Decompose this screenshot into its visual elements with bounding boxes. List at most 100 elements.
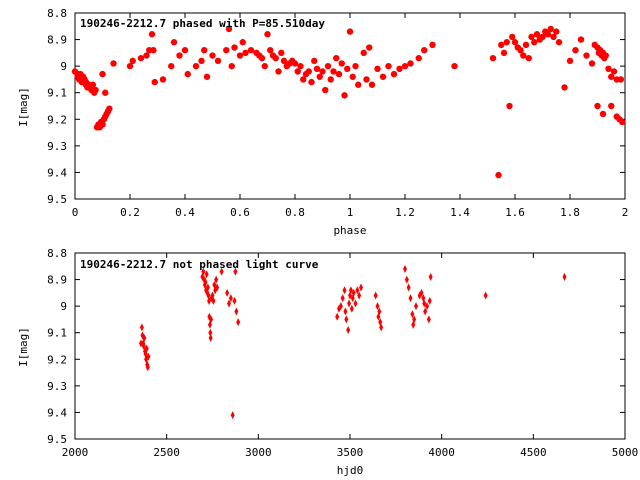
phased-data-point <box>368 81 376 88</box>
unphased-data-point <box>219 267 224 276</box>
unphased-data-points <box>139 264 567 420</box>
unphased-data-point <box>335 312 340 321</box>
unphased-plot-frame <box>74 252 626 440</box>
phased-y-tick-label: 9.4 <box>47 166 67 179</box>
phased-y-tick-label: 9 <box>60 60 67 73</box>
unphased-data-point <box>359 283 363 292</box>
phased-data-point <box>520 52 527 59</box>
phased-data-point <box>305 68 312 75</box>
phased-data-point <box>198 57 205 65</box>
unphased-data-point <box>357 291 362 300</box>
phased-data-point <box>228 62 235 70</box>
phased-data-point <box>547 25 554 33</box>
unphased-data-point <box>225 288 230 297</box>
unphased-data-point <box>208 328 213 337</box>
phased-data-point <box>511 39 519 46</box>
phased-data-point <box>150 47 157 54</box>
phased-data-point <box>374 65 381 73</box>
unphased-data-point <box>379 323 384 332</box>
unphased-plot: 2000 2500 3000 3500 4000 4500 5000 8.8 8.9 9 9.1 9.… <box>17 247 638 477</box>
phased-data-point <box>602 52 609 59</box>
phased-y-tick-label: 9.3 <box>47 140 67 153</box>
unphased-x-tick-label: 2000 <box>62 446 89 459</box>
phased-data-point <box>495 171 502 179</box>
phased-x-tick-label: 1.2 <box>395 206 415 219</box>
phased-data-point <box>341 92 348 99</box>
unphased-y-tick-label: 9 <box>60 300 67 313</box>
phased-data-point <box>605 65 612 73</box>
unphased-data-point <box>215 283 220 292</box>
phased-data-point <box>168 62 175 70</box>
unphased-data-point <box>355 286 360 295</box>
unphased-data-point <box>483 291 488 300</box>
phased-data-point <box>500 49 508 57</box>
phased-data-point <box>396 65 403 73</box>
phased-x-tick-label: 2 <box>622 206 629 219</box>
phased-data-point <box>525 54 532 62</box>
phased-y-tick-label: 8.9 <box>47 34 67 47</box>
phased-data-point <box>506 102 513 110</box>
unphased-x-tick-label: 3500 <box>337 446 364 459</box>
unphased-data-point <box>209 315 214 324</box>
unphased-x-tick-label: 3000 <box>245 446 272 459</box>
unphased-data-point <box>342 286 347 295</box>
phased-data-point <box>360 49 367 57</box>
unphased-data-point <box>377 307 382 316</box>
phased-data-point <box>528 33 535 41</box>
phased-data-point <box>344 65 351 73</box>
phased-data-point <box>148 31 156 38</box>
phased-data-point <box>99 70 106 78</box>
phased-data-point <box>572 47 579 54</box>
phased-data-point <box>322 86 329 94</box>
phased-data-point <box>489 54 497 62</box>
phased-data-point <box>608 73 615 80</box>
unphased-data-point <box>375 302 380 311</box>
phased-data-point <box>313 65 321 73</box>
phased-data-point <box>451 62 458 70</box>
unphased-data-point <box>423 307 428 316</box>
phased-data-point <box>407 60 414 67</box>
phased-y-tick-label: 9.2 <box>47 113 67 126</box>
phased-x-tick-label: 0 <box>72 206 79 219</box>
phased-data-point <box>553 28 560 35</box>
phased-data-point <box>129 57 136 65</box>
unphased-data-point <box>562 272 567 281</box>
unphased-data-point <box>203 278 208 287</box>
phased-data-point <box>599 110 607 118</box>
phased-data-point <box>429 41 436 49</box>
unphased-data-point <box>412 315 417 324</box>
phased-data-point <box>421 47 428 54</box>
phased-y-tick-label: 9.1 <box>47 87 67 100</box>
phased-data-point <box>106 105 113 112</box>
phased-data-point <box>583 52 590 59</box>
unphased-data-point <box>426 315 431 324</box>
phased-data-point <box>531 39 538 46</box>
phased-data-points <box>71 25 626 179</box>
phased-data-point <box>566 57 574 65</box>
phased-data-point <box>308 78 315 86</box>
phased-data-point <box>327 76 334 83</box>
unphased-data-point <box>139 323 144 332</box>
phased-x-tick-label: 0.2 <box>120 206 140 219</box>
unphased-data-point <box>347 299 352 308</box>
unphased-data-point <box>410 310 415 319</box>
phased-data-point <box>247 47 255 54</box>
phased-data-point <box>539 33 546 41</box>
phased-data-point <box>223 47 230 54</box>
phased-data-point <box>333 54 340 62</box>
phased-data-point <box>92 86 99 94</box>
phased-data-point <box>610 68 618 75</box>
unphased-data-point <box>373 291 378 300</box>
phased-data-point <box>555 39 563 46</box>
unphased-data-point <box>227 299 231 308</box>
unphased-data-point <box>422 299 427 308</box>
phased-data-point <box>242 49 249 57</box>
phased-data-point <box>550 33 557 41</box>
unphased-axis-ticks: 2000 2500 3000 3500 4000 4500 5000 8.8 8.9 9 9.1 9.… <box>47 247 638 459</box>
unphased-data-point <box>142 334 147 343</box>
phased-data-point <box>324 62 332 70</box>
phased-data-point <box>319 68 326 75</box>
phased-data-point <box>561 84 568 91</box>
unphased-x-axis-label: hjd0 <box>337 464 364 477</box>
phased-data-point <box>503 39 510 46</box>
